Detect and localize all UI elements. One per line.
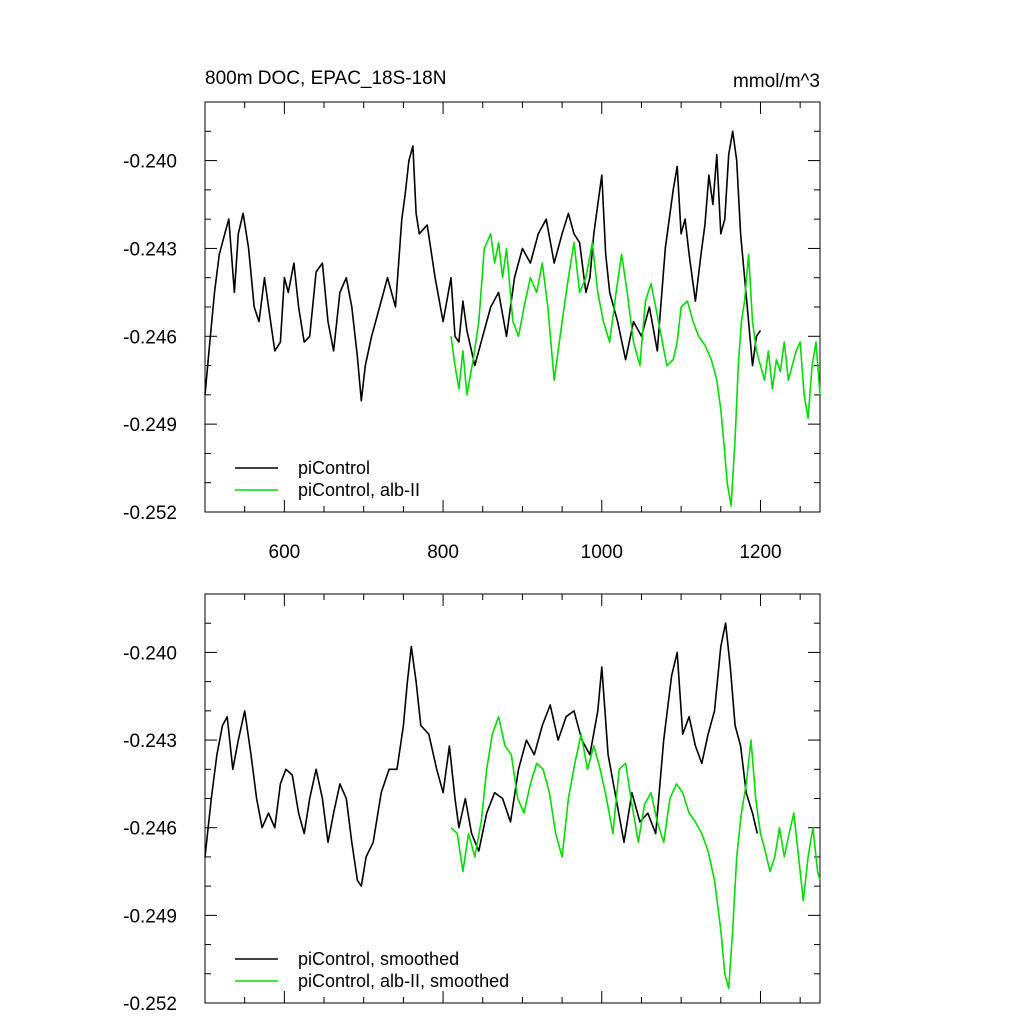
y-tick-label: -0.249 [123,906,177,927]
y-tick-label: -0.243 [123,731,177,752]
chart-title: 800m DOC, EPAC_18S-18N [205,68,446,89]
y-tick-label: -0.246 [123,327,177,348]
series-line-2 [450,233,821,507]
y-tick-label: -0.246 [123,819,177,840]
y-tick-label: -0.240 [123,643,177,664]
y-tick-label: -0.243 [123,239,177,260]
y-tick-label: -0.252 [123,503,177,524]
units-label: mmol/m^3 [733,71,820,92]
bottom-panel: -0.252 -0.249 -0.246 -0.243 -0.240 piControl,… [123,593,821,1015]
series-line-1 [204,622,759,887]
series-line-1 [204,130,762,402]
y-tick-label: -0.240 [123,152,177,173]
plot-frame [204,593,821,1004]
top-panel: -0.252 -0.249 -0.246 -0.243 -0.240 600 800 1000… [123,101,821,563]
x-tick-label: 800 [427,542,459,563]
y-tick-label: -0.252 [123,994,177,1015]
legend-label: piControl, smoothed [298,949,459,969]
y-tick-label: -0.249 [123,415,177,436]
x-tick-label: 1000 [581,542,623,563]
series-line-2 [450,715,821,990]
legend-label: piControl, alb-II [298,480,420,500]
legend-label: piControl [298,458,370,478]
legend-label: piControl, alb-II, smoothed [298,971,509,991]
x-tick-label: 1200 [739,542,781,563]
x-tick-label: 600 [269,542,301,563]
